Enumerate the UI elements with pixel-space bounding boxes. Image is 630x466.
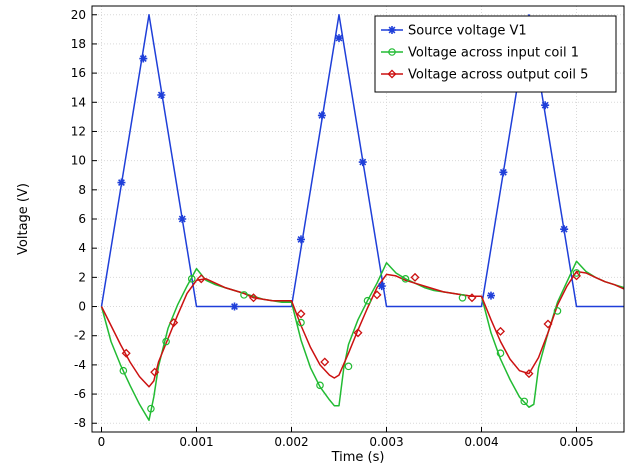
series-1-marker xyxy=(541,101,550,110)
y-tick-label: -4 xyxy=(74,358,86,372)
series-1-marker xyxy=(499,168,508,177)
legend-box xyxy=(374,15,617,93)
series-3-marker xyxy=(467,293,477,303)
series-line-2 xyxy=(100,260,625,422)
series-2-marker xyxy=(458,293,467,302)
series-3-marker xyxy=(571,271,582,281)
axis-ticks: 0 0.001 0.002 0.003 0.004 0.005 -8 -6 -4 -2 0 2 4 6 8 1… xyxy=(71,8,594,449)
legend-swatch-marker xyxy=(387,69,397,79)
series-2-marker xyxy=(147,404,155,413)
series-3-marker xyxy=(353,328,363,338)
series-1-marker xyxy=(297,235,305,244)
series-2-marker xyxy=(162,337,170,346)
series-3-marker xyxy=(169,318,179,328)
series-2-marker xyxy=(363,296,372,305)
series-1-marker xyxy=(317,111,326,120)
x-tick-label: 0.003 xyxy=(369,435,403,449)
series-3-marker xyxy=(410,272,420,282)
series-line-3 xyxy=(100,270,625,388)
y-tick-label: 8 xyxy=(78,183,86,197)
y-tick-label: 14 xyxy=(71,95,86,109)
legend-swatch-marker xyxy=(388,48,396,56)
y-tick-label: 16 xyxy=(71,66,86,80)
y-tick-label: 0 xyxy=(78,300,86,314)
series-3-marker xyxy=(296,309,306,319)
x-tick-label: 0 xyxy=(98,435,106,449)
series-3-marker xyxy=(121,348,131,358)
series-markers xyxy=(117,34,582,413)
y-tick-label: 20 xyxy=(71,8,86,22)
series-2-marker xyxy=(344,362,353,371)
x-tick-label: 0.005 xyxy=(559,435,593,449)
series-1-marker xyxy=(139,54,148,63)
y-tick-label: 18 xyxy=(71,37,86,51)
series-2-marker xyxy=(297,318,305,327)
y-tick-label: -6 xyxy=(74,387,86,401)
series-1-marker xyxy=(560,225,569,234)
x-tick-label: 0.004 xyxy=(464,435,498,449)
series-1-marker xyxy=(377,282,386,291)
y-tick-label: 2 xyxy=(78,270,86,284)
series-1-marker xyxy=(117,178,126,187)
y-tick-label: -2 xyxy=(74,329,86,343)
series-3-marker xyxy=(543,319,553,329)
series-1-marker xyxy=(230,302,239,311)
grid-lines xyxy=(92,6,624,432)
legend-entry-2: Voltage across input coil 1 xyxy=(408,46,579,61)
x-axis-label: Time (s) xyxy=(331,450,385,465)
y-tick-label: 10 xyxy=(71,154,86,168)
y-tick-label: -8 xyxy=(74,416,86,430)
series-1-marker xyxy=(358,158,367,167)
x-tick-label: 0.001 xyxy=(179,435,213,449)
series-3-marker xyxy=(196,274,206,284)
series-2-marker xyxy=(401,275,410,283)
series-2-marker xyxy=(520,397,529,406)
series-1-marker xyxy=(335,34,343,43)
series-3-marker xyxy=(320,357,330,367)
series-2-marker xyxy=(316,381,324,390)
legend-entry-1: Source voltage V1 xyxy=(408,24,527,39)
series-3-marker xyxy=(150,367,160,377)
series-3-marker xyxy=(524,369,534,379)
series-1-marker xyxy=(157,90,166,99)
series-3-marker xyxy=(248,293,259,303)
legend-swatch-marker xyxy=(388,26,396,34)
series-1-marker xyxy=(487,291,495,300)
series-2-marker xyxy=(572,269,581,277)
series-2-marker xyxy=(119,366,128,375)
y-tick-label: 4 xyxy=(78,241,86,255)
series-3-marker xyxy=(372,290,382,300)
series-2-marker xyxy=(240,291,248,299)
series-1-marker xyxy=(178,215,187,223)
legend: Source voltage V1 Voltage across input co… xyxy=(374,15,617,93)
series-2-marker xyxy=(553,307,562,315)
series-3-marker xyxy=(495,326,506,336)
series-2-marker xyxy=(496,349,505,358)
y-tick-label: 6 xyxy=(78,212,86,226)
legend-entry-3: Voltage across output coil 5 xyxy=(408,68,588,83)
y-axis-label: Voltage (V) xyxy=(16,183,31,255)
series-2-marker xyxy=(187,275,196,283)
y-tick-label: 12 xyxy=(71,124,86,138)
x-tick-label: 0.002 xyxy=(274,435,308,449)
